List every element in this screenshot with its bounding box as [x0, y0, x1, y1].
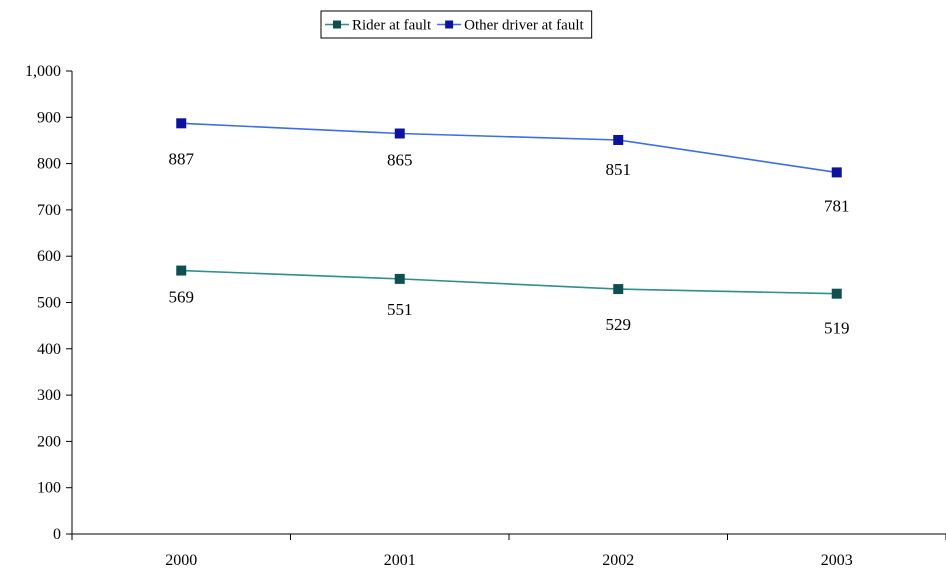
series-line [181, 122, 837, 174]
x-tick-label: 2001 [384, 552, 416, 569]
y-tick-label: 200 [37, 433, 61, 450]
y-tick-label: 0 [53, 526, 61, 543]
data-label: 865 [387, 151, 413, 170]
y-tick-label: 900 [37, 109, 61, 126]
x-axis: 2000 2001 2002 2003 [71, 533, 946, 569]
data-point-marker [613, 134, 624, 145]
data-label: 851 [606, 160, 632, 179]
legend-marker [445, 20, 454, 29]
series-line [181, 269, 837, 295]
data-point-marker [394, 128, 405, 139]
data-label: 529 [606, 315, 632, 334]
data-label: 887 [169, 149, 195, 168]
legend-marker [333, 20, 341, 29]
data-point-marker [613, 284, 624, 295]
data-label: 551 [387, 300, 413, 319]
y-tick-label: 700 [37, 202, 61, 219]
y-axis: 0 100 200 300 400 500 600 700 800 900 1,000 [25, 63, 73, 543]
series-0: 569 551 529 519 [169, 265, 850, 338]
data-point-marker [176, 265, 187, 276]
data-label: 569 [169, 288, 195, 307]
data-label: 781 [824, 196, 850, 215]
y-tick-label: 300 [37, 387, 61, 404]
data-point-marker [831, 288, 842, 299]
y-tick-label: 600 [37, 248, 61, 265]
legend: Rider at fault Other driver at fault [320, 10, 593, 39]
y-tick-label: 400 [37, 341, 61, 358]
x-tick-label: 2000 [165, 552, 197, 569]
series-1: 887 865 851 781 [169, 118, 850, 215]
data-point-marker [831, 167, 842, 178]
legend-item-0: Rider at fault [325, 18, 432, 34]
y-tick-label: 800 [37, 156, 61, 173]
legend-label: Rider at fault [352, 18, 432, 34]
y-tick-label: 500 [37, 295, 61, 312]
data-point-marker [176, 118, 187, 129]
y-tick-label: 1,000 [25, 63, 61, 80]
x-tick-label: 2002 [602, 552, 634, 569]
y-tick-label: 100 [37, 480, 61, 497]
legend-label: Other driver at fault [464, 18, 584, 34]
data-label: 519 [824, 319, 850, 338]
x-tick-label: 2003 [821, 552, 853, 569]
series-layer: 569 551 529 519 887 865 851 781 [169, 118, 850, 338]
legend-item-1: Other driver at fault [437, 18, 585, 34]
data-point-marker [394, 273, 405, 284]
